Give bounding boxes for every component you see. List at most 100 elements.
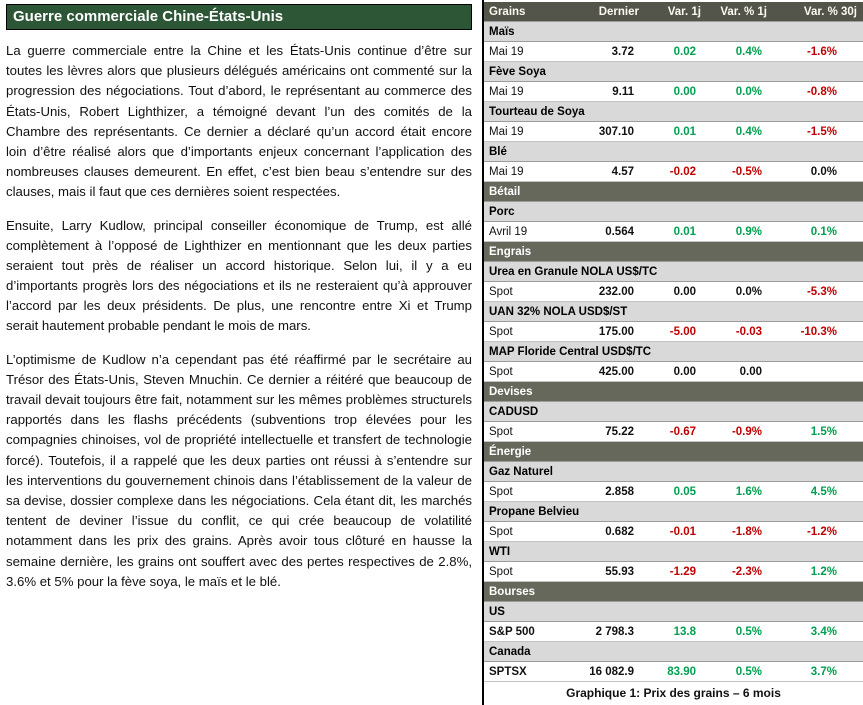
section-row: Fève Soya xyxy=(484,61,863,82)
section-label: Porc xyxy=(484,201,863,222)
section-row: Porc xyxy=(484,201,863,222)
section-row: CADUSD xyxy=(484,401,863,422)
section-label: Fève Soya xyxy=(484,61,863,82)
table-cell: 0.01 xyxy=(644,221,706,242)
table-cell: 0.682 xyxy=(579,521,644,542)
section-label: Gaz Naturel xyxy=(484,461,863,482)
table-row: Avril 19 0.564 0.01 0.9% 0.1% xyxy=(484,221,863,242)
column-header-var-pct-1j: Var. % 1j xyxy=(706,2,772,22)
table-cell: 0.02 xyxy=(644,41,706,62)
table-cell: 2.858 xyxy=(579,481,644,502)
table-cell: -0.01 xyxy=(644,521,706,542)
table-cell: 232.00 xyxy=(579,281,644,302)
column-header-dernier: Dernier xyxy=(579,2,644,22)
section-label: US xyxy=(484,601,863,622)
table-cell: 0.0% xyxy=(706,81,772,102)
table-cell: 0.05 xyxy=(644,481,706,502)
table-cell: Spot xyxy=(484,561,579,582)
section-label: Propane Belvieu xyxy=(484,501,863,522)
table-row: Mai 19 307.10 0.01 0.4% -1.5% xyxy=(484,121,863,142)
category-row: Bourses xyxy=(484,581,863,602)
category-label: Bourses xyxy=(484,581,863,602)
section-row: Urea en Granule NOLA US$/TC xyxy=(484,261,863,282)
table-cell: -0.5% xyxy=(706,161,772,182)
table-row: Mai 19 9.11 0.00 0.0% -0.8% xyxy=(484,81,863,102)
table-cell: -0.67 xyxy=(644,421,706,442)
article-paragraph: La guerre commerciale entre la Chine et … xyxy=(6,43,472,200)
table-cell: 175.00 xyxy=(579,321,644,342)
article-paragraph: Ensuite, Larry Kudlow, principal conseil… xyxy=(6,217,472,334)
category-row: Énergie xyxy=(484,441,863,462)
table-row: S&P 500 2 798.3 13.8 0.5% 3.4% xyxy=(484,621,863,642)
market-table-column: Grains Dernier Var. 1j Var. % 1j Var. % … xyxy=(484,0,863,705)
table-cell: -1.5% xyxy=(772,121,863,142)
table-row: Spot 175.00 -5.00 -0.03 -10.3% xyxy=(484,321,863,342)
category-label: Bétail xyxy=(484,181,863,202)
table-cell: 13.8 xyxy=(644,621,706,642)
table-cell: 0.0% xyxy=(772,161,863,182)
table-cell: -1.2% xyxy=(772,521,863,542)
table-cell: -5.3% xyxy=(772,281,863,302)
table-cell: -0.03 xyxy=(706,321,772,342)
table-cell: Spot xyxy=(484,421,579,442)
table-cell: 3.72 xyxy=(579,41,644,62)
table-cell: 2 798.3 xyxy=(579,621,644,642)
column-header-grains: Grains xyxy=(484,2,579,22)
table-cell: 0.9% xyxy=(706,221,772,242)
table-cell: -0.8% xyxy=(772,81,863,102)
table-cell: 1.5% xyxy=(772,421,863,442)
table-cell: 83.90 xyxy=(644,661,706,682)
table-cell: 4.5% xyxy=(772,481,863,502)
article-column: Guerre commerciale Chine-États-Unis La g… xyxy=(6,4,472,589)
section-row: WTI xyxy=(484,541,863,562)
section-row: Blé xyxy=(484,141,863,162)
section-row: UAN 32% NOLA USD$/ST xyxy=(484,301,863,322)
table-cell: 0.0% xyxy=(706,281,772,302)
table-cell: 9.11 xyxy=(579,81,644,102)
table-cell: -0.9% xyxy=(706,421,772,442)
section-label: UAN 32% NOLA USD$/ST xyxy=(484,301,863,322)
market-table-body: Maïs Mai 19 3.72 0.02 0.4% -1.6% Fève Soya Mai … xyxy=(484,21,863,682)
article-title-bar: Guerre commerciale Chine-États-Unis xyxy=(6,4,472,30)
table-cell: SPTSX xyxy=(484,661,579,682)
section-label: Maïs xyxy=(484,21,863,42)
table-cell: 3.4% xyxy=(772,621,863,642)
category-row: Devises xyxy=(484,381,863,402)
table-cell: 0.00 xyxy=(644,81,706,102)
table-cell: 1.2% xyxy=(772,561,863,582)
table-cell: Spot xyxy=(484,361,579,382)
section-label: Tourteau de Soya xyxy=(484,101,863,122)
section-label: MAP Floride Central USD$/TC xyxy=(484,341,863,362)
table-cell: 0.01 xyxy=(644,121,706,142)
table-cell: 0.00 xyxy=(706,361,772,382)
section-label: WTI xyxy=(484,541,863,562)
column-header-var-pct-30j: Var. % 30j xyxy=(772,2,863,22)
table-row: SPTSX 16 082.9 83.90 0.5% 3.7% xyxy=(484,661,863,682)
article-paragraph: L’optimisme de Kudlow n’a cependant pas … xyxy=(6,351,472,589)
table-row: Spot 75.22 -0.67 -0.9% 1.5% xyxy=(484,421,863,442)
table-cell: 307.10 xyxy=(579,121,644,142)
table-cell: -1.6% xyxy=(772,41,863,62)
category-label: Engrais xyxy=(484,241,863,262)
category-row: Engrais xyxy=(484,241,863,262)
section-row: Canada xyxy=(484,641,863,662)
table-cell: Mai 19 xyxy=(484,81,579,102)
table-row: Spot 0.682 -0.01 -1.8% -1.2% xyxy=(484,521,863,542)
category-label: Devises xyxy=(484,381,863,402)
table-cell: 3.7% xyxy=(772,661,863,682)
section-label: Blé xyxy=(484,141,863,162)
table-cell: 0.5% xyxy=(706,661,772,682)
table-cell: S&P 500 xyxy=(484,621,579,642)
table-row: Mai 19 3.72 0.02 0.4% -1.6% xyxy=(484,41,863,62)
table-cell: 0.5% xyxy=(706,621,772,642)
table-cell: 0.00 xyxy=(644,281,706,302)
table-cell: 0.4% xyxy=(706,41,772,62)
section-row: Gaz Naturel xyxy=(484,461,863,482)
table-cell: 75.22 xyxy=(579,421,644,442)
column-divider xyxy=(482,0,484,705)
section-row: MAP Floride Central USD$/TC xyxy=(484,341,863,362)
category-label: Énergie xyxy=(484,441,863,462)
table-cell: Mai 19 xyxy=(484,161,579,182)
table-row: Spot 232.00 0.00 0.0% -5.3% xyxy=(484,281,863,302)
table-cell: -2.3% xyxy=(706,561,772,582)
